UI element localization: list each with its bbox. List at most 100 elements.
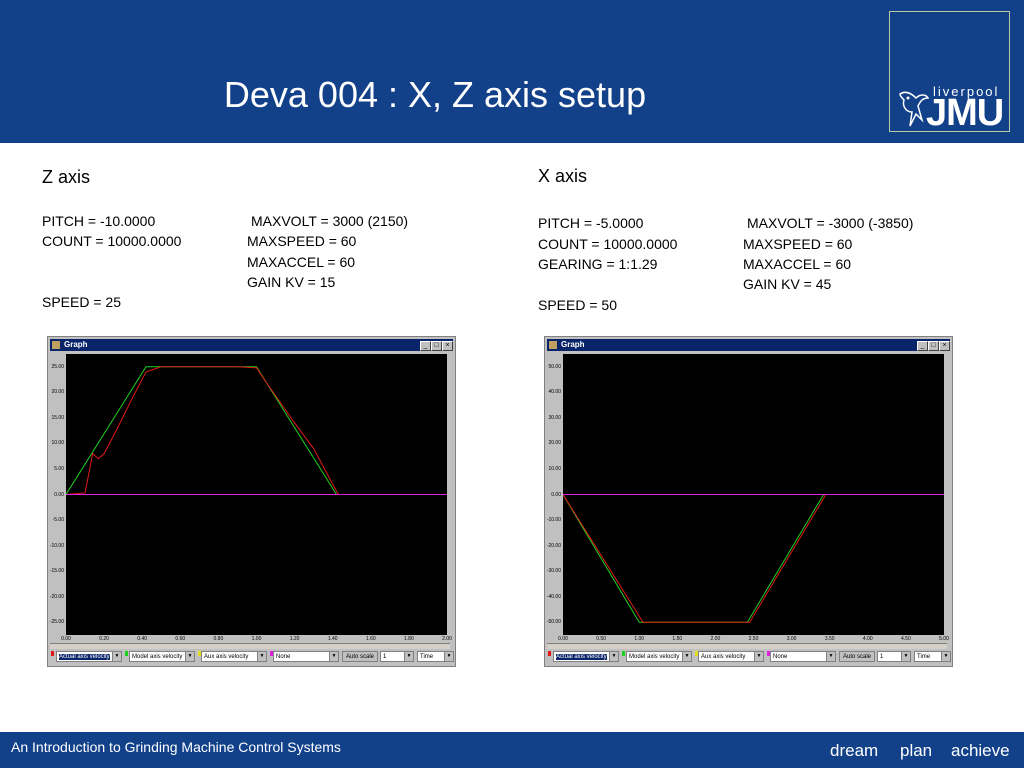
graph-controls: Actual axis velocity ▼ Model axis velocit… xyxy=(50,651,454,663)
x-maxspeed: MAXSPEED = 60 xyxy=(743,236,853,252)
x-tick-label: 2.00 xyxy=(442,636,452,642)
y-tick-label: -5.00 xyxy=(52,517,64,524)
actual-select-label: Actual axis velocity xyxy=(59,654,110,660)
minimize-button[interactable]: _ xyxy=(420,341,431,351)
title-banner xyxy=(0,0,1024,143)
z-maxaccel: MAXACCEL = 60 xyxy=(247,254,356,270)
auto-scale-button[interactable]: Auto scale xyxy=(839,651,875,662)
y-tick-label: 30.00 xyxy=(548,414,561,421)
x-count: COUNT = 10000.0000 xyxy=(538,236,678,252)
z-speed: SPEED = 25 xyxy=(42,294,121,310)
xmode-select[interactable]: Time ▼ xyxy=(914,651,951,662)
tagline-dream: dream xyxy=(830,741,879,760)
x-tick-label: 0.80 xyxy=(213,636,224,642)
graph-title: Graph xyxy=(64,340,88,349)
y-tick-label: -20.00 xyxy=(49,593,64,600)
none-select[interactable]: None ▼ xyxy=(273,651,339,662)
x-gearing: GEARING = 1:1.29 xyxy=(538,256,658,272)
close-button[interactable]: × xyxy=(939,341,950,351)
actual-color-swatch xyxy=(51,651,54,656)
none-select-label: None xyxy=(773,654,788,660)
x-axis-title: X axis xyxy=(538,166,588,186)
y-tick-label: 5.00 xyxy=(54,465,64,472)
slide-title: Deva 004 : X, Z axis setup xyxy=(223,74,647,115)
y-tick-label: 0.00 xyxy=(551,491,561,498)
y-tick-label: -15.00 xyxy=(49,568,64,575)
close-button[interactable]: × xyxy=(442,341,453,351)
graph-scrollbar[interactable] xyxy=(50,643,450,649)
model-select-label: Model axis velocity xyxy=(629,654,680,660)
minimize-button[interactable]: _ xyxy=(917,341,928,351)
chevron-down-icon: ▼ xyxy=(257,652,266,661)
chevron-down-icon: ▼ xyxy=(754,652,763,661)
x-maxaccel: MAXACCEL = 60 xyxy=(743,256,852,272)
auto-scale-button[interactable]: Auto scale xyxy=(342,651,378,662)
x-tick-label: 1.20 xyxy=(289,636,300,642)
model-select[interactable]: Model axis velocity ▼ xyxy=(129,651,195,662)
x-tick-label: 4.50 xyxy=(901,636,911,642)
y-tick-label: 15.00 xyxy=(51,414,64,421)
chevron-down-icon: ▼ xyxy=(826,652,835,661)
graph-title: Graph xyxy=(561,340,585,349)
logo-jmu-text: JMU xyxy=(926,92,1004,134)
y-tick-label: 20.00 xyxy=(548,440,561,447)
x-tick-label: 2.00 xyxy=(710,636,721,642)
y-tick-label: -10.00 xyxy=(49,542,64,549)
chevron-down-icon: ▼ xyxy=(682,652,691,661)
graph-app-icon xyxy=(52,341,60,349)
z-count: COUNT = 10000.0000 xyxy=(42,233,182,249)
chevron-down-icon: ▼ xyxy=(941,652,950,661)
x-tick-label: 2.50 xyxy=(748,636,759,642)
chevron-down-icon: ▼ xyxy=(609,652,618,661)
z-plot-area xyxy=(65,354,447,635)
graph-scrollbar[interactable] xyxy=(547,643,947,649)
z-maxspeed: MAXSPEED = 60 xyxy=(247,233,357,249)
chevron-down-icon: ▼ xyxy=(112,652,121,661)
series-line-model-axis-velocity xyxy=(65,366,447,495)
y-tick-label: 50.00 xyxy=(548,363,561,370)
graph-titlebar[interactable]: Graph _ □ × xyxy=(50,339,453,351)
x-graph-window: Graph _ □ × Actual axis velocity ▼ Model … xyxy=(544,336,953,667)
scale-select-label: 1 xyxy=(383,654,387,660)
aux-color-swatch xyxy=(198,651,201,656)
maximize-button[interactable]: □ xyxy=(928,341,939,351)
y-tick-label: -30.00 xyxy=(546,568,561,575)
x-tick-label: 1.80 xyxy=(404,636,414,642)
x-tick-label: 5.00 xyxy=(939,636,949,642)
xmode-select[interactable]: Time ▼ xyxy=(417,651,454,662)
footer-text: An Introduction to Grinding Machine Cont… xyxy=(11,739,341,755)
x-plot-svg xyxy=(562,494,944,623)
logo-liverpool-text: liverpool xyxy=(933,84,1000,99)
series-line-model-axis-velocity xyxy=(562,494,944,623)
x-maxvolt: MAXVOLT = -3000 (-3850) xyxy=(747,215,914,231)
aux-select[interactable]: Aux axis velocity ▼ xyxy=(698,651,764,662)
x-tick-label: 1.60 xyxy=(365,636,376,642)
y-tick-label: 10.00 xyxy=(548,465,561,472)
maximize-button[interactable]: □ xyxy=(431,341,442,351)
chevron-down-icon: ▼ xyxy=(901,652,910,661)
actual-select-label: Actual axis velocity xyxy=(556,654,607,660)
y-tick-label: 40.00 xyxy=(548,389,561,396)
series-line-actual-axis-velocity xyxy=(65,366,343,495)
actual-select[interactable]: Actual axis velocity ▼ xyxy=(56,651,122,662)
graph-controls: Actual axis velocity ▼ Model axis velocit… xyxy=(547,651,951,663)
scale-select[interactable]: 1 ▼ xyxy=(877,651,911,662)
scale-select-label: 1 xyxy=(880,654,884,660)
tagline-achieve: achieve xyxy=(951,741,1010,760)
graph-titlebar[interactable]: Graph _ □ × xyxy=(547,339,950,351)
aux-select[interactable]: Aux axis velocity ▼ xyxy=(201,651,267,662)
y-tick-label: -10.00 xyxy=(546,517,561,524)
y-tick-label: 10.00 xyxy=(51,440,64,447)
x-pitch: PITCH = -5.0000 xyxy=(538,215,644,231)
x-tick-label: 1.00 xyxy=(251,636,262,642)
x-tick-label: 1.40 xyxy=(327,636,338,642)
model-select[interactable]: Model axis velocity ▼ xyxy=(626,651,692,662)
aux-select-label: Aux axis velocity xyxy=(701,654,746,660)
y-tick-label: -25.00 xyxy=(49,619,64,626)
actual-select[interactable]: Actual axis velocity ▼ xyxy=(553,651,619,662)
none-color-swatch xyxy=(767,651,770,656)
none-select[interactable]: None ▼ xyxy=(770,651,836,662)
x-speed: SPEED = 50 xyxy=(538,297,617,313)
scale-select[interactable]: 1 ▼ xyxy=(380,651,414,662)
aux-select-label: Aux axis velocity xyxy=(204,654,249,660)
